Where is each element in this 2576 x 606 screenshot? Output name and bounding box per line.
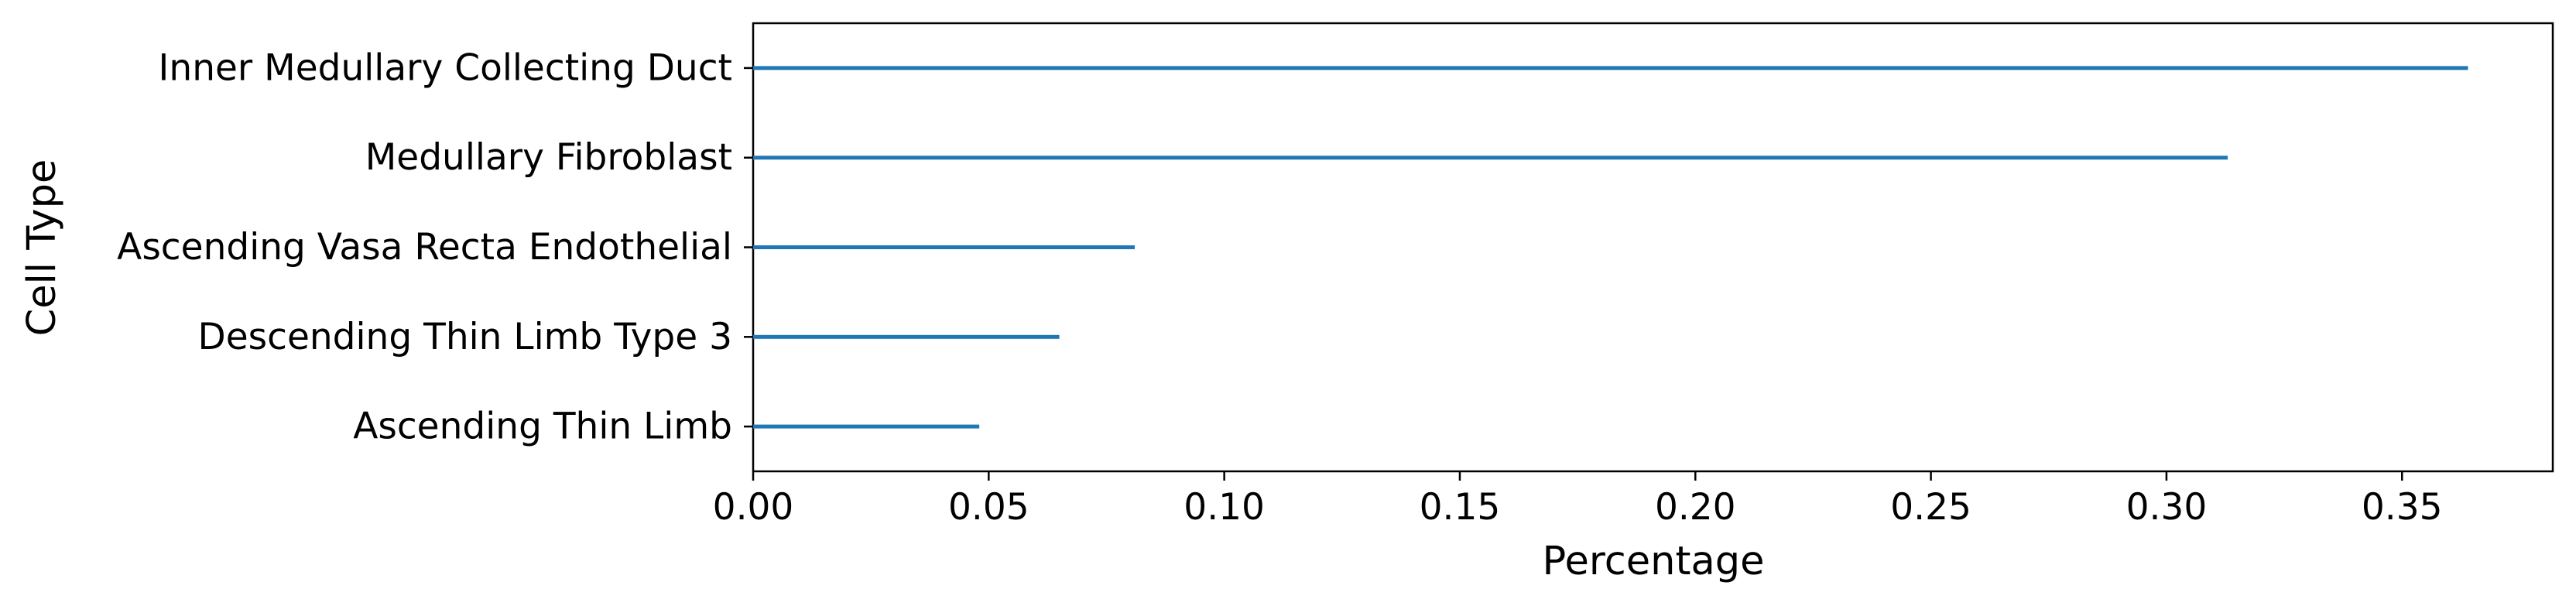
- bar: [753, 66, 2468, 70]
- x-tick-label: 0.10: [1184, 486, 1265, 529]
- x-tick-label: 0.05: [948, 486, 1029, 529]
- y-tick-label: Inner Medullary Collecting Duct: [159, 46, 732, 89]
- y-tick-label: Descending Thin Limb Type 3: [198, 316, 732, 358]
- bar: [753, 424, 980, 429]
- x-axis: 0.00 0.05 0.10 0.15 0.20 0.25 0.30 0.35: [713, 471, 2443, 529]
- bars-group: [753, 66, 2468, 429]
- y-axis: Inner Medullary Collecting Duct Medullary…: [117, 46, 753, 448]
- x-axis-label: Percentage: [1543, 539, 1765, 584]
- bar: [753, 156, 2228, 160]
- x-tick-label: 0.25: [1890, 486, 1971, 529]
- x-tick-label: 0.30: [2126, 486, 2208, 529]
- y-tick-label: Ascending Vasa Recta Endothelial: [117, 226, 732, 269]
- x-tick-label: 0.35: [2362, 486, 2443, 529]
- y-axis-label: Cell Type: [19, 159, 65, 337]
- x-tick-label: 0.15: [1420, 486, 1501, 529]
- y-tick-label: Medullary Fibroblast: [365, 136, 732, 179]
- x-tick-label: 0.20: [1655, 486, 1736, 529]
- y-tick-label: Ascending Thin Limb: [353, 406, 732, 448]
- bar: [753, 245, 1135, 249]
- x-tick-label: 0.00: [713, 486, 794, 529]
- bar: [753, 334, 1060, 339]
